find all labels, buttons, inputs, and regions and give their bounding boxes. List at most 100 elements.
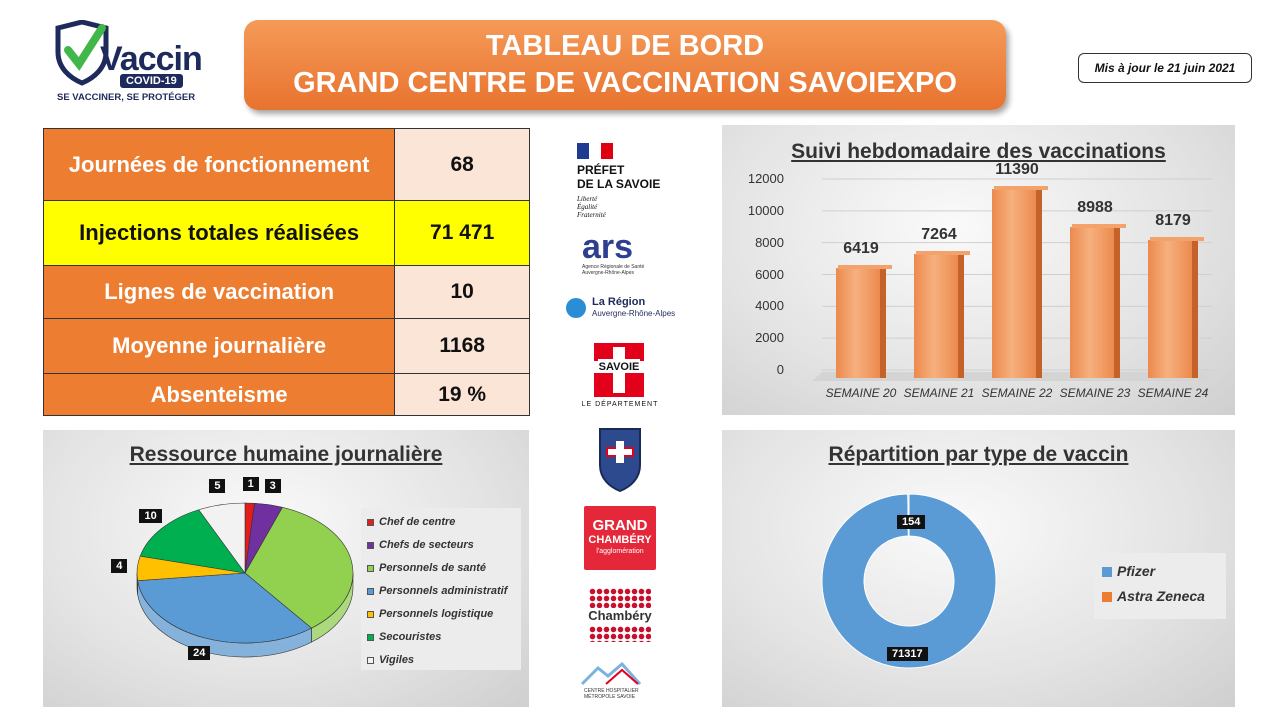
kpi-label: Journées de fonctionnement xyxy=(42,128,396,201)
legend-swatch xyxy=(367,518,374,526)
bar xyxy=(1070,226,1120,378)
marianne-flag-icon xyxy=(577,143,613,159)
legend-label: Personnels administratif xyxy=(379,585,508,597)
x-category-label: SEMAINE 22 xyxy=(981,386,1053,400)
pie-legend: Chef de centre Chefs de secteurs Personnel… xyxy=(361,508,521,670)
kpi-label: Moyenne journalière xyxy=(42,318,396,374)
crest-logo xyxy=(596,425,644,493)
legend-label: Personnels de santé xyxy=(379,562,486,574)
hospital-sub: CENTRE HOSPITALIER MÉTROPOLE SAVOIE xyxy=(584,688,639,700)
pie-chart-svg xyxy=(136,502,354,658)
legend-swatch xyxy=(367,587,374,595)
chambery-dots-icon xyxy=(589,588,651,608)
legend-item: Vigiles xyxy=(367,654,414,666)
kpi-label: Injections totales réalisées xyxy=(42,200,396,266)
bar-top xyxy=(994,185,1048,190)
legend-item: Personnels logistique xyxy=(367,608,493,620)
donut-data-label: 71317 xyxy=(887,647,928,661)
pie-slice xyxy=(139,509,246,574)
logo-tagline: SE VACCINER, SE PROTÉGER xyxy=(57,92,196,103)
region-sub: Auvergne-Rhône-Alpes xyxy=(592,309,676,318)
kpi-value: 68 xyxy=(394,128,530,201)
grand-line-3: l'agglomération xyxy=(596,548,644,555)
x-category-label: SEMAINE 24 xyxy=(1137,386,1209,400)
ars-word: ars xyxy=(582,228,634,266)
pie-slice xyxy=(244,506,354,629)
prefet-motto: Liberté Égalité Fraternité xyxy=(577,195,606,219)
y-tick-label: 4000 xyxy=(755,298,784,314)
pie-data-label: 10 xyxy=(139,509,162,524)
savoie-sub: LE DÉPARTEMENT xyxy=(581,401,659,408)
kpi-value: 10 xyxy=(394,265,530,319)
legend-label: Chef de centre xyxy=(379,516,456,528)
prefet-line-2: DE LA SAVOIE xyxy=(577,177,661,191)
kpi-row: Journées de fonctionnement 68 xyxy=(42,128,530,201)
kpi-value: 19 % xyxy=(394,373,530,416)
chambery-dots-icon xyxy=(589,626,651,642)
kpi-label: Absenteisme xyxy=(42,373,396,416)
kpi-label: Lignes de vaccination xyxy=(42,265,396,319)
savoie-word: SAVOIE xyxy=(594,361,644,373)
x-category-label: SEMAINE 23 xyxy=(1059,386,1131,400)
pie-data-label: 1 xyxy=(242,477,259,492)
bar-value-label: 6419 xyxy=(843,239,879,257)
kpi-row: Moyenne journalière 1168 xyxy=(42,318,530,374)
bar-top xyxy=(838,264,892,269)
bar-value-label: 8179 xyxy=(1155,211,1191,229)
update-date: Mis à jour le 21 juin 2021 xyxy=(1078,53,1252,83)
y-tick-label: 12000 xyxy=(747,171,784,186)
legend-swatch xyxy=(1102,592,1112,603)
kpi-row: Injections totales réalisées 71 471 xyxy=(42,200,530,266)
vaccin-covid-logo: Vaccin COVID-19 SE VACCINER, SE PROTÉGER xyxy=(52,20,203,106)
shield-crest-icon xyxy=(599,428,641,493)
title-line-2: GRAND CENTRE DE VACCINATION SAVOIEXPO xyxy=(293,67,957,99)
legend-label: Personnels logistique xyxy=(379,608,494,620)
legend-label: Astra Zeneca xyxy=(1117,588,1205,604)
legend-swatch xyxy=(367,610,374,618)
prefet-logo: PRÉFET DE LA SAVOIE Liberté Égalité Frat… xyxy=(567,135,685,230)
x-category-label: SEMAINE 21 xyxy=(903,386,975,400)
grand-line-1: GRAND xyxy=(592,517,648,534)
kpi-table: Journées de fonctionnement 68 Injections… xyxy=(42,128,530,416)
y-tick-label: 0 xyxy=(776,362,784,377)
kpi-value: 1168 xyxy=(394,318,530,374)
kpi-row: Absenteisme 19 % xyxy=(42,373,530,416)
pie-data-label: 3 xyxy=(264,479,281,494)
pie-slice xyxy=(198,502,246,574)
legend-item: Personnels de santé xyxy=(367,562,486,574)
chambery-logo: Chambéry xyxy=(585,588,655,648)
donut-data-label: 154 xyxy=(897,515,926,529)
kpi-row: Lignes de vaccination 10 xyxy=(42,265,530,319)
y-tick-label: 2000 xyxy=(755,330,784,346)
kpi-value: 71 471 xyxy=(394,200,530,266)
legend-swatch xyxy=(1102,567,1112,578)
savoie-cross-icon: SAVOIE xyxy=(594,343,644,397)
legend-swatch xyxy=(367,633,374,641)
motto-line: Égalité xyxy=(577,203,598,211)
chart-title: Répartition par type de vaccin xyxy=(828,443,1129,466)
hospital-logo: CENTRE HOSPITALIER MÉTROPOLE SAVOIE xyxy=(578,660,662,706)
legend-swatch xyxy=(367,656,374,664)
legend-label: Pfizer xyxy=(1117,563,1156,579)
legend-swatch xyxy=(367,564,374,572)
bar-top xyxy=(1072,223,1126,228)
region-icon xyxy=(566,298,586,318)
legend-label: Secouristes xyxy=(379,631,442,643)
staff-pie-chart: Ressource humaine journalière 1324244105… xyxy=(43,430,529,707)
bar-value-label: 11390 xyxy=(995,160,1039,178)
grand-chambery-logo: GRAND CHAMBÉRY l'agglomération xyxy=(584,506,656,570)
legend-item: Pfizer xyxy=(1102,563,1155,579)
legend-item: Personnels administratif xyxy=(367,585,507,597)
region-word: La Région xyxy=(592,296,646,308)
donut-legend: Pfizer Astra Zeneca xyxy=(1094,553,1226,619)
legend-item: Secouristes xyxy=(367,631,441,643)
mountain-icon xyxy=(580,661,642,686)
motto-line: Liberté xyxy=(577,195,598,203)
savoie-logo: SAVOIE LE DÉPARTEMENT xyxy=(580,343,660,411)
bar-value-label: 8988 xyxy=(1077,198,1113,216)
shield-check-icon xyxy=(55,20,109,86)
pie-data-label: 24 xyxy=(188,646,211,661)
bar xyxy=(914,254,964,378)
legend-item: Astra Zeneca xyxy=(1102,588,1205,604)
bar-top xyxy=(916,251,970,256)
